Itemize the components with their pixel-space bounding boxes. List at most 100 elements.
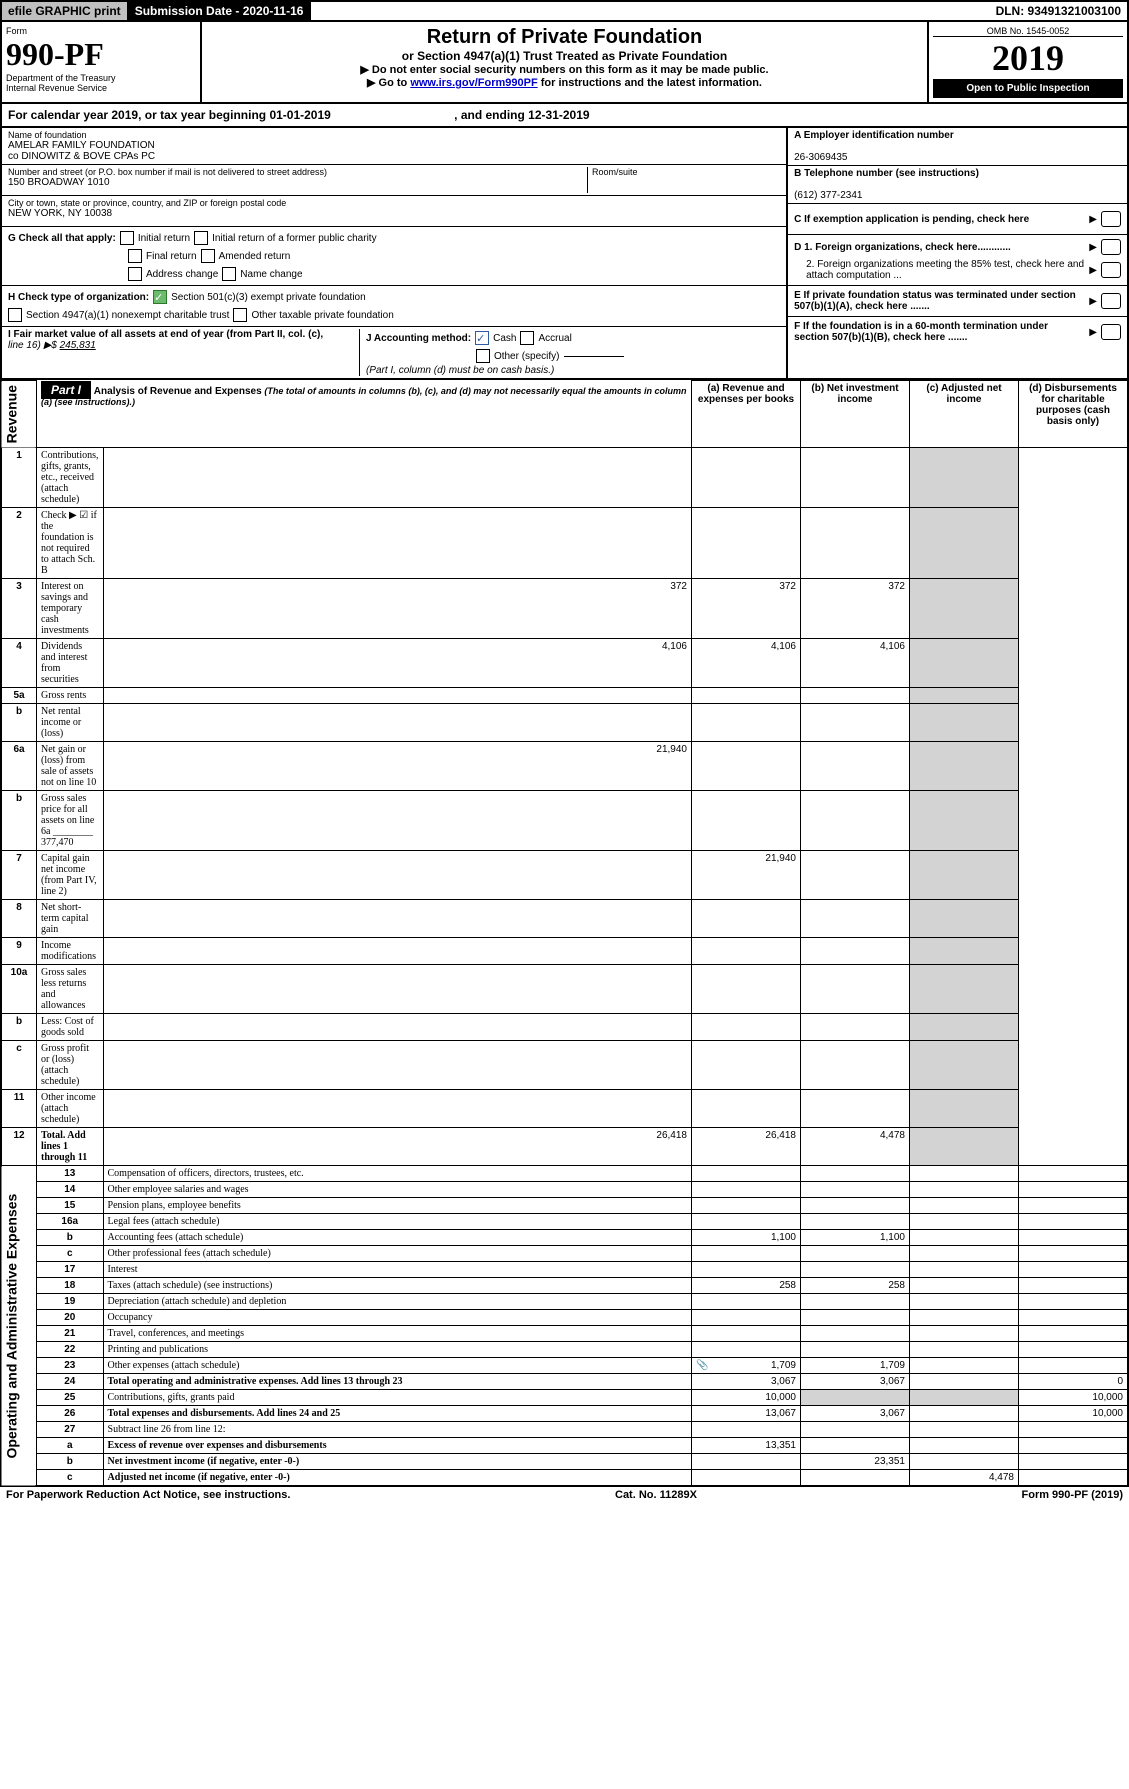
col-c-value xyxy=(801,1090,910,1128)
col-b-value: 21,940 xyxy=(692,851,801,900)
initial-return-checkbox[interactable] xyxy=(120,231,134,245)
footer-mid: Cat. No. 11289X xyxy=(615,1489,697,1501)
efile-print-button[interactable]: efile GRAPHIC print xyxy=(2,2,129,20)
col-d-value xyxy=(1019,1246,1129,1262)
col-b-value xyxy=(801,1246,910,1262)
line-desc: Other income (attach schedule) xyxy=(37,1090,104,1128)
col-a-value: 372 xyxy=(103,579,691,639)
line-number: 16a xyxy=(37,1214,104,1230)
col-b-value: 372 xyxy=(692,579,801,639)
col-b-value xyxy=(801,1422,910,1438)
col-b-value xyxy=(801,1326,910,1342)
line-number: c xyxy=(1,1041,37,1090)
line-desc: Other professional fees (attach schedule… xyxy=(103,1246,691,1262)
col-a-value xyxy=(103,1041,691,1090)
col-d-value xyxy=(910,579,1019,639)
room-label: Room/suite xyxy=(587,167,780,193)
col-a-value: 10,000 xyxy=(692,1390,801,1406)
col-c-value xyxy=(910,1294,1019,1310)
col-c-value: 372 xyxy=(801,579,910,639)
col-d-value xyxy=(910,448,1019,508)
e-checkbox[interactable] xyxy=(1101,293,1121,309)
col-a-value: 13,351 xyxy=(692,1438,801,1454)
c-checkbox[interactable] xyxy=(1101,211,1121,227)
col-c-value xyxy=(910,1358,1019,1374)
line-number: 24 xyxy=(37,1374,104,1390)
col-c-value xyxy=(910,1390,1019,1406)
col-c-value xyxy=(801,1041,910,1090)
cash-checkbox[interactable] xyxy=(475,331,489,345)
f-checkbox[interactable] xyxy=(1101,324,1121,340)
col-c-value xyxy=(910,1214,1019,1230)
amended-return-checkbox[interactable] xyxy=(201,249,215,263)
col-a-value xyxy=(692,1342,801,1358)
omb: OMB No. 1545-0052 xyxy=(933,26,1123,37)
col-a-value xyxy=(692,1182,801,1198)
col-c-value xyxy=(910,1246,1019,1262)
line-desc: Gross profit or (loss) (attach schedule) xyxy=(37,1041,104,1090)
e-label: E If private foundation status was termi… xyxy=(794,290,1085,312)
accrual-checkbox[interactable] xyxy=(520,331,534,345)
col-c-value xyxy=(801,791,910,851)
line-number: b xyxy=(37,1230,104,1246)
footer: For Paperwork Reduction Act Notice, see … xyxy=(0,1487,1129,1503)
line-number: a xyxy=(37,1438,104,1454)
line-number: 22 xyxy=(37,1342,104,1358)
col-d-value xyxy=(910,742,1019,791)
col-d-value xyxy=(1019,1278,1129,1294)
col-b-value: 1,100 xyxy=(801,1230,910,1246)
col-c-value xyxy=(801,1014,910,1041)
col-a-value: 26,418 xyxy=(103,1128,691,1166)
col-c-value xyxy=(910,1454,1019,1470)
d1-checkbox[interactable] xyxy=(1101,239,1121,255)
col-b-value xyxy=(801,1390,910,1406)
address: 150 BROADWAY 1010 xyxy=(8,177,587,188)
col-a-value xyxy=(692,1214,801,1230)
col-d-value xyxy=(910,704,1019,742)
col-a-value xyxy=(692,1198,801,1214)
final-return-checkbox[interactable] xyxy=(128,249,142,263)
initial-return-former-checkbox[interactable] xyxy=(194,231,208,245)
dln: DLN: 93491321003100 xyxy=(990,2,1127,20)
col-a-header: (a) Revenue and expenses per books xyxy=(692,381,801,448)
line-number: 9 xyxy=(1,938,37,965)
calendar-year-line: For calendar year 2019, or tax year begi… xyxy=(0,104,1129,128)
line-desc: Check ▶ ☑ if the foundation is not requi… xyxy=(37,508,104,579)
line-desc: Dividends and interest from securities xyxy=(37,639,104,688)
col-b-value xyxy=(692,1090,801,1128)
col-d-value xyxy=(910,1014,1019,1041)
name-change-checkbox[interactable] xyxy=(222,267,236,281)
col-d-value xyxy=(910,851,1019,900)
col-a-value xyxy=(103,704,691,742)
col-c-value xyxy=(801,508,910,579)
col-c-header: (c) Adjusted net income xyxy=(910,381,1019,448)
col-c-value xyxy=(910,1326,1019,1342)
line-number: 5a xyxy=(1,688,37,704)
c-label: C If exemption application is pending, c… xyxy=(794,214,1085,225)
foundation-name-2: co DINOWITZ & BOVE CPAs PC xyxy=(8,151,780,162)
line-number: 21 xyxy=(37,1326,104,1342)
col-b-value xyxy=(692,508,801,579)
col-b-value xyxy=(801,1198,910,1214)
other-method-checkbox[interactable] xyxy=(476,349,490,363)
form-header: Form 990-PF Department of the Treasury I… xyxy=(0,22,1129,104)
line-number: 25 xyxy=(37,1390,104,1406)
line-number: 13 xyxy=(37,1166,104,1182)
501c3-checkbox[interactable] xyxy=(153,290,167,304)
j-note: (Part I, column (d) must be on cash basi… xyxy=(366,365,554,376)
line-desc: Contributions, gifts, grants, etc., rece… xyxy=(37,448,104,508)
instructions-link[interactable]: www.irs.gov/Form990PF xyxy=(410,77,537,89)
line-number: 18 xyxy=(37,1278,104,1294)
other-taxable-checkbox[interactable] xyxy=(233,308,247,322)
col-a-value xyxy=(692,1262,801,1278)
h-label: H Check type of organization: xyxy=(8,292,149,303)
line-desc: Depreciation (attach schedule) and deple… xyxy=(103,1294,691,1310)
instr-2: ▶ Go to www.irs.gov/Form990PF for instru… xyxy=(206,76,923,89)
address-change-checkbox[interactable] xyxy=(128,267,142,281)
d2-checkbox[interactable] xyxy=(1101,262,1121,278)
line-number: 6a xyxy=(1,742,37,791)
col-d-value xyxy=(910,1128,1019,1166)
col-b-value: 26,418 xyxy=(692,1128,801,1166)
4947a1-checkbox[interactable] xyxy=(8,308,22,322)
col-d-value xyxy=(910,900,1019,938)
